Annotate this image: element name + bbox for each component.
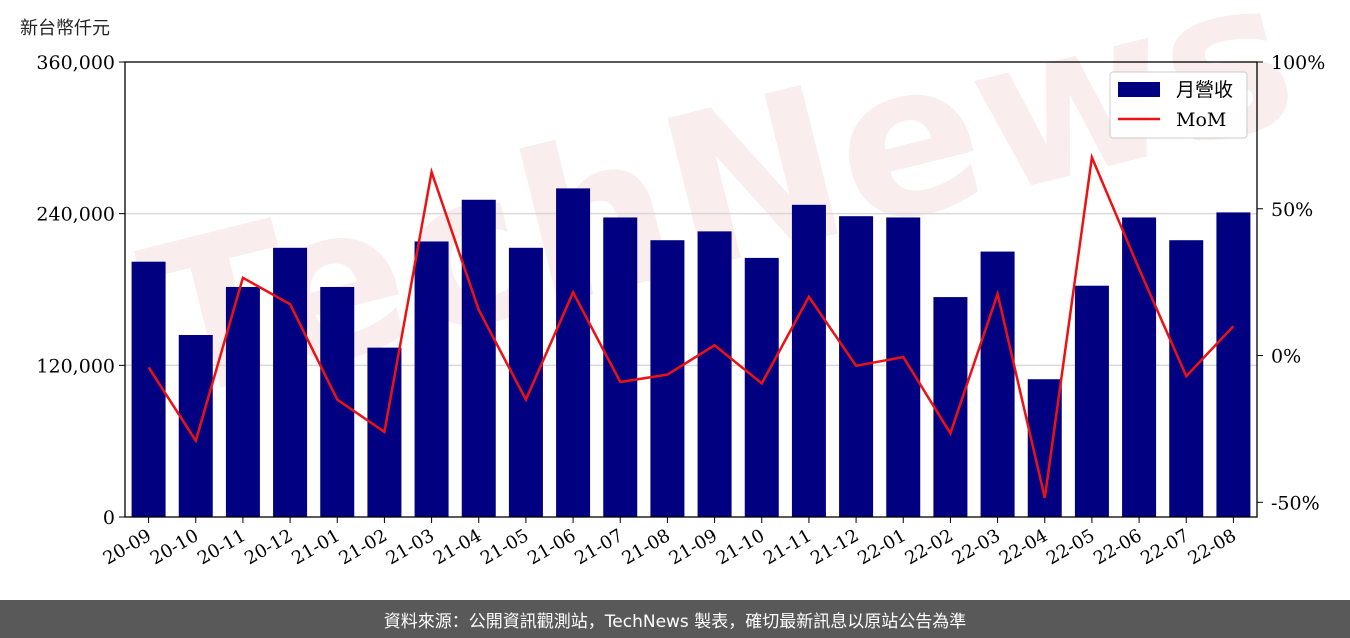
bar-21-09 xyxy=(697,231,732,517)
legend-label-revenue: 月營收 xyxy=(1176,79,1233,101)
bar-22-08 xyxy=(1216,212,1251,517)
legend-swatch-bars xyxy=(1118,82,1160,97)
bar-22-05 xyxy=(1074,285,1109,517)
bar-21-06 xyxy=(556,188,591,517)
right-axis-ticks: -50% 0% 50% 100% xyxy=(1257,52,1325,514)
right-tick-label: 0% xyxy=(1271,346,1301,368)
x-tick-label: 20-10 xyxy=(147,525,202,569)
x-axis-ticks: 20-0920-1020-1120-1221-0121-0221-0321-04… xyxy=(100,517,1240,569)
axes xyxy=(124,61,1258,518)
x-tick-label: 21-09 xyxy=(666,525,721,569)
x-tick-label: 21-08 xyxy=(618,525,673,569)
bar-22-06 xyxy=(1122,217,1157,518)
x-tick-label: 21-05 xyxy=(477,525,532,569)
footer-bar: 資料來源：公開資訊觀測站，TechNews 製表，確切最新訊息以原站公告為準 xyxy=(0,600,1350,638)
bar-21-11 xyxy=(791,204,826,517)
x-tick-label: 22-03 xyxy=(949,525,1004,569)
x-tick-label: 21-02 xyxy=(335,525,390,569)
bar-21-08 xyxy=(650,240,685,518)
bar-20-10 xyxy=(178,335,213,517)
bar-21-04 xyxy=(461,199,496,517)
bar-21-05 xyxy=(508,247,543,517)
bar-20-09 xyxy=(131,261,166,517)
left-tick-label: 360,000 xyxy=(36,52,115,74)
legend-label-mom: MoM xyxy=(1176,109,1226,131)
right-tick-label: 100% xyxy=(1271,52,1325,74)
x-tick-label: 20-09 xyxy=(100,525,155,569)
left-tick-label: 0 xyxy=(103,507,115,529)
x-tick-label: 22-08 xyxy=(1184,525,1239,569)
right-tick-label: 50% xyxy=(1271,199,1313,221)
x-tick-label: 20-11 xyxy=(194,525,249,569)
x-tick-label: 22-06 xyxy=(1090,525,1145,569)
bar-22-02 xyxy=(933,297,968,517)
left-axis-ticks: 0 120,000 240,000 360,000 xyxy=(36,52,125,529)
right-tick-label: -50% xyxy=(1271,492,1320,514)
x-tick-label: 21-06 xyxy=(524,525,579,569)
line-series xyxy=(147,152,1235,499)
left-tick-label: 120,000 xyxy=(36,355,115,377)
x-tick-label: 21-07 xyxy=(571,525,626,569)
x-tick-label: 22-01 xyxy=(854,525,909,569)
bar-21-10 xyxy=(744,257,779,517)
x-tick-label: 20-12 xyxy=(241,525,296,569)
bar-20-11 xyxy=(225,286,260,517)
x-tick-label: 21-03 xyxy=(383,525,438,569)
bar-22-07 xyxy=(1169,240,1204,518)
x-tick-label: 21-12 xyxy=(807,525,862,569)
x-tick-label: 22-05 xyxy=(1043,525,1098,569)
legend: 月營收 MoM xyxy=(1109,71,1248,139)
source-note: 資料來源：公開資訊觀測站，TechNews 製表，確切最新訊息以原站公告為準 xyxy=(383,611,967,632)
x-tick-label: 22-04 xyxy=(996,525,1051,569)
x-tick-label: 21-10 xyxy=(713,525,768,569)
bar-21-07 xyxy=(603,217,638,518)
y-axis-unit-label: 新台幣仟元 xyxy=(20,18,110,39)
x-tick-label: 21-01 xyxy=(288,525,343,569)
left-tick-label: 240,000 xyxy=(36,204,115,226)
x-tick-label: 22-07 xyxy=(1137,525,1192,569)
x-tick-label: 21-11 xyxy=(760,525,815,569)
gridlines xyxy=(125,212,1257,367)
plot-frame xyxy=(124,61,1258,518)
bar-20-12 xyxy=(273,247,308,517)
bar-21-03 xyxy=(414,241,449,517)
x-tick-label: 22-02 xyxy=(901,525,956,569)
bar-21-01 xyxy=(320,286,355,517)
x-tick-label: 21-04 xyxy=(430,525,485,569)
bar-22-01 xyxy=(886,217,921,518)
mom-line xyxy=(147,152,1235,499)
